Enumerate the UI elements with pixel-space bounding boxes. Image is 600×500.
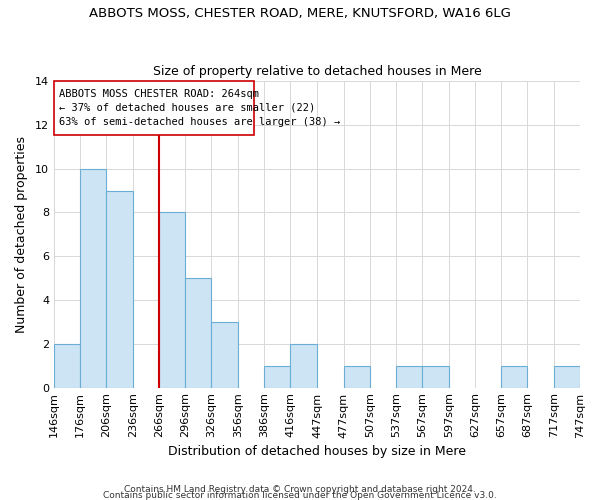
Bar xyxy=(211,322,238,388)
Title: Size of property relative to detached houses in Mere: Size of property relative to detached ho… xyxy=(152,66,481,78)
Text: Contains public sector information licensed under the Open Government Licence v3: Contains public sector information licen… xyxy=(103,490,497,500)
Bar xyxy=(344,366,370,388)
Text: ABBOTS MOSS, CHESTER ROAD, MERE, KNUTSFORD, WA16 6LG: ABBOTS MOSS, CHESTER ROAD, MERE, KNUTSFO… xyxy=(89,8,511,20)
Bar xyxy=(501,366,527,388)
Bar xyxy=(106,190,133,388)
Text: ABBOTS MOSS CHESTER ROAD: 264sqm: ABBOTS MOSS CHESTER ROAD: 264sqm xyxy=(59,88,259,99)
Bar xyxy=(290,344,317,388)
Bar xyxy=(422,366,449,388)
Bar xyxy=(264,366,290,388)
Y-axis label: Number of detached properties: Number of detached properties xyxy=(15,136,28,333)
Bar xyxy=(80,168,106,388)
X-axis label: Distribution of detached houses by size in Mere: Distribution of detached houses by size … xyxy=(168,444,466,458)
Bar xyxy=(554,366,580,388)
Bar xyxy=(185,278,211,388)
Bar xyxy=(159,212,185,388)
Bar xyxy=(54,344,80,388)
Bar xyxy=(396,366,422,388)
Text: Contains HM Land Registry data © Crown copyright and database right 2024.: Contains HM Land Registry data © Crown c… xyxy=(124,484,476,494)
Text: ← 37% of detached houses are smaller (22): ← 37% of detached houses are smaller (22… xyxy=(59,103,316,113)
Bar xyxy=(54,81,254,134)
Text: 63% of semi-detached houses are larger (38) →: 63% of semi-detached houses are larger (… xyxy=(59,117,340,127)
